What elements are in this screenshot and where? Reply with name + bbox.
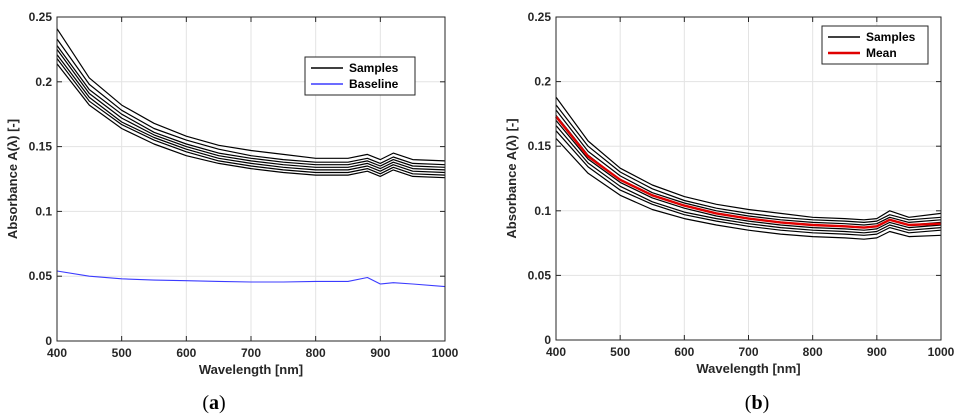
chart-0-y-tick-label: 0.25 xyxy=(29,10,53,24)
chart-0-y-tick-label: 0.2 xyxy=(35,75,52,89)
chart-0-series-line-samples xyxy=(56,28,446,162)
chart-1-y-tick-label: 0.1 xyxy=(534,204,551,218)
chart-0-y-tick-label: 0.1 xyxy=(35,204,52,218)
chart-0-x-tick-label: 500 xyxy=(112,346,132,360)
chart-0-y-axis-label: Absorbance A(λ) [-] xyxy=(5,119,20,239)
chart-1-series-line-samples xyxy=(555,125,942,234)
chart-0-series-line-samples xyxy=(56,58,446,176)
chart-1-series-line-samples xyxy=(555,120,942,231)
chart-0-series-line-samples xyxy=(56,54,446,174)
chart-1-y-tick-label: 0 xyxy=(544,333,551,347)
chart-1-y-tick-label: 0.05 xyxy=(528,268,552,282)
chart-1-x-axis-label: Wavelength [nm] xyxy=(696,361,800,376)
chart-0-series-line-samples xyxy=(56,49,446,171)
chart-0-legend-label-samples: Samples xyxy=(349,61,399,75)
chart-0-legend-label-baseline: Baseline xyxy=(349,77,399,91)
chart-0-y-tick-label: 0.05 xyxy=(29,269,53,283)
panel-label-a: (a) xyxy=(202,392,225,414)
chart-1-series-line-samples xyxy=(555,104,942,223)
chart-0-series-line-baseline xyxy=(56,270,446,288)
chart-0-legend: Samples Baseline xyxy=(304,56,416,96)
chart-1-x-tick-label: 1000 xyxy=(928,345,955,359)
chart-1-y-tick-label: 0.15 xyxy=(528,139,552,153)
chart-1-y-axis-label: Absorbance A(λ) [-] xyxy=(504,118,519,238)
chart-0-series-line-samples xyxy=(56,45,446,168)
chart-1-series-line-samples xyxy=(555,130,942,236)
chart-1-legend: Samples Mean xyxy=(821,25,929,65)
chart-0-legend-box xyxy=(304,56,416,96)
chart-0-x-tick-label: 900 xyxy=(370,346,390,360)
chart-1-series-line-mean xyxy=(555,115,942,229)
chart-0-y-tick-label: 0.15 xyxy=(29,140,53,154)
chart-1-x-tick-label: 400 xyxy=(546,345,566,359)
chart-1-x-tick-label: 800 xyxy=(803,345,823,359)
panel-label-b: (b) xyxy=(745,392,769,414)
chart-1-series-line-samples xyxy=(555,109,942,226)
chart-0-x-tick-label: 1000 xyxy=(432,346,459,360)
chart-0-series-line-samples xyxy=(56,38,446,166)
chart-0-x-tick-label: 600 xyxy=(176,346,196,360)
chart-0-x-axis-label: Wavelength [nm] xyxy=(199,362,303,377)
chart-b: 400 500 600 700 800 900 1000 0 0.05 0.1 0.15 0.2 0.2… xyxy=(504,10,955,376)
chart-1-x-tick-label: 900 xyxy=(867,345,887,359)
chart-a: 400 500 600 700 800 900 1000 0 0.05 0.1 0.15 0.2 0.2… xyxy=(5,10,459,377)
chart-0-x-tick-label: 800 xyxy=(306,346,326,360)
chart-1-series-line-samples xyxy=(555,137,942,240)
chart-0-x-tick-label: 400 xyxy=(47,346,67,360)
chart-1-y-tick-label: 0.2 xyxy=(534,75,551,89)
chart-1-x-tick-label: 700 xyxy=(738,345,758,359)
chart-1-y-tick-label: 0.25 xyxy=(528,10,552,24)
chart-1-legend-label-mean: Mean xyxy=(866,46,897,60)
chart-1-x-tick-label: 600 xyxy=(674,345,694,359)
chart-0-y-tick-label: 0 xyxy=(45,334,52,348)
chart-1-series-line-samples xyxy=(555,96,942,221)
chart-1-legend-box xyxy=(821,25,929,65)
chart-0-series-line-samples xyxy=(56,63,446,179)
chart-1-legend-label-samples: Samples xyxy=(866,30,916,44)
chart-0-x-tick-label: 700 xyxy=(241,346,261,360)
chart-1-x-tick-label: 500 xyxy=(610,345,630,359)
